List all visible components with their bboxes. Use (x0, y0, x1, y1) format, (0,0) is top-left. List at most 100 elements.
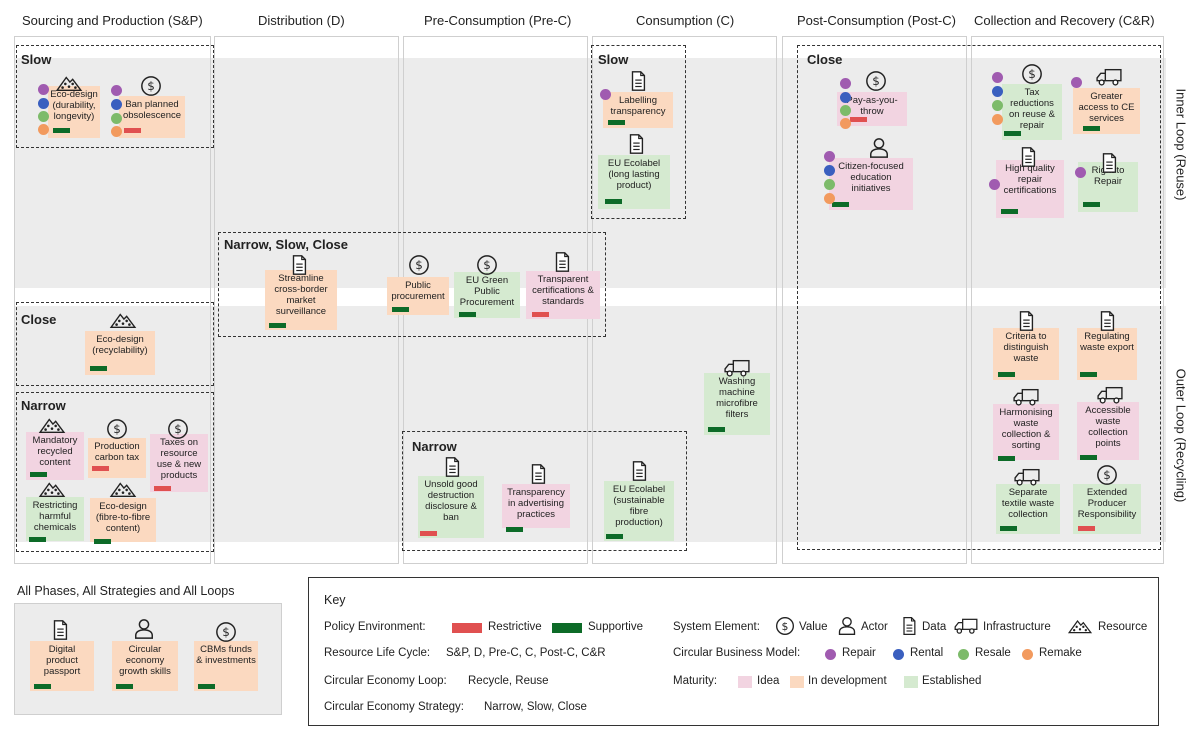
supportive-bar (53, 128, 70, 133)
key-loop-values: Recycle, Reuse (468, 675, 549, 687)
key-strategy-values: Narrow, Slow, Close (484, 701, 587, 713)
infrastructure-icon (1011, 386, 1041, 408)
key-system-element-label: System Element: (673, 621, 760, 633)
repair-dot (824, 151, 835, 162)
data-icon (899, 616, 919, 636)
repair-dot (1075, 167, 1086, 178)
resource-icon (108, 478, 138, 500)
key-box (308, 577, 1159, 726)
restrictive-bar (850, 117, 867, 122)
resource-icon (1066, 616, 1094, 636)
col-box-sp (14, 36, 211, 564)
strategy-narrow-sp-label: Narrow (21, 398, 66, 413)
strategy-close-inner (797, 45, 1161, 550)
inner-loop-label: Inner Loop (Reuse) (1173, 88, 1189, 201)
value-icon (214, 621, 238, 643)
actor-icon (132, 618, 156, 640)
value-icon (475, 254, 499, 276)
value-icon (166, 418, 190, 440)
strategy-close-sp (16, 302, 214, 386)
key-maturity-label: Maturity: (673, 675, 718, 687)
actor-icon (867, 137, 891, 159)
data-icon (1095, 310, 1119, 332)
supportive-bar (998, 456, 1015, 461)
card-transparency-advertising: Transparency in advertising practices (502, 484, 570, 528)
repair-dot (111, 85, 122, 96)
remake-dot (38, 124, 49, 135)
supportive-bar (198, 684, 215, 689)
strategy-slow-c (591, 45, 686, 219)
value-icon (105, 418, 129, 440)
key-data: Data (922, 621, 947, 633)
data-icon (1097, 152, 1121, 174)
remake-dot (111, 126, 122, 137)
supportive-bar (708, 427, 725, 432)
supportive-bar (1004, 131, 1021, 136)
supportive-bar (506, 527, 523, 532)
col-header-d: Distribution (D) (258, 13, 345, 28)
remake-dot (992, 114, 1003, 125)
strategy-narrow-sp (16, 392, 214, 552)
col-header-sp: Sourcing and Production (S&P) (22, 13, 203, 28)
card-regulating-export: Regulating waste export (1077, 328, 1137, 380)
restrictive-bar (92, 466, 109, 471)
data-icon (626, 70, 650, 92)
resale-dot (824, 179, 835, 190)
restrictive-bar (124, 128, 141, 133)
card-epr: Extended Producer Responsibility (1073, 484, 1141, 534)
key-lifecycle-values: S&P, D, Pre-C, C, Post-C, C&R (446, 647, 606, 659)
supportive-bar (1083, 126, 1100, 131)
key-established: Established (922, 675, 982, 687)
key-dev-swatch (790, 676, 804, 688)
card-transparent-certifications: Transparent certifications & standards (526, 271, 600, 319)
data-icon (440, 456, 464, 478)
data-icon (627, 460, 651, 482)
card-restricting-chemicals: Restricting harmful chemicals (26, 497, 84, 541)
key-supportive-swatch (552, 623, 582, 633)
supportive-bar (832, 202, 849, 207)
card-eu-ecolabel-fibre: EU Ecolabel (sustainable fibre productio… (604, 481, 674, 541)
card-streamline: Streamline cross-border market surveilla… (265, 270, 337, 330)
strategy-narrow-slow-close (218, 232, 606, 337)
actor-icon (837, 616, 857, 636)
supportive-bar (29, 537, 46, 542)
card-ce-skills: Circular economy growth skills (112, 641, 178, 691)
key-resale: Resale (975, 647, 1011, 659)
infrastructure-icon (1094, 66, 1124, 88)
supportive-bar (606, 534, 623, 539)
infrastructure-icon (953, 616, 979, 636)
resale-dot (992, 100, 1003, 111)
supportive-bar (392, 307, 409, 312)
repair-dot (989, 179, 1000, 190)
data-icon (48, 619, 72, 641)
key-value: Value (799, 621, 828, 633)
col-box-postc (782, 36, 967, 564)
key-remake: Remake (1039, 647, 1082, 659)
col-header-prec: Pre-Consumption (Pre-C) (424, 13, 572, 28)
supportive-bar (1000, 526, 1017, 531)
supportive-bar (1080, 372, 1097, 377)
col-header-postc: Post-Consumption (Post-C) (797, 13, 956, 28)
card-eu-green-procurement: EU Green Public Procurement (454, 272, 520, 318)
supportive-bar (34, 684, 51, 689)
all-phases-title: All Phases, All Strategies and All Loops (17, 584, 235, 598)
supportive-bar (94, 539, 111, 544)
key-supportive: Supportive (588, 621, 643, 633)
strategy-slow-sp-label: Slow (21, 52, 52, 67)
strategy-close-sp-label: Close (21, 312, 57, 327)
infrastructure-icon (1095, 384, 1125, 406)
supportive-bar (1001, 209, 1018, 214)
supportive-bar (608, 120, 625, 125)
key-restrictive-swatch (452, 623, 482, 633)
rental-dot (111, 99, 122, 110)
card-cbm-funds: CBMs funds & investments (194, 641, 258, 691)
key-rental: Rental (910, 647, 944, 659)
resource-icon (55, 72, 83, 94)
strategy-narrow-prec-label: Narrow (412, 439, 457, 454)
repair-dot (992, 72, 1003, 83)
key-in-development: In development (808, 675, 887, 687)
card-hq-repair: High quality repair certifications (996, 160, 1064, 218)
supportive-bar (605, 199, 622, 204)
card-accessible-points: Accessible waste collection points (1077, 402, 1139, 460)
value-icon (775, 616, 795, 636)
